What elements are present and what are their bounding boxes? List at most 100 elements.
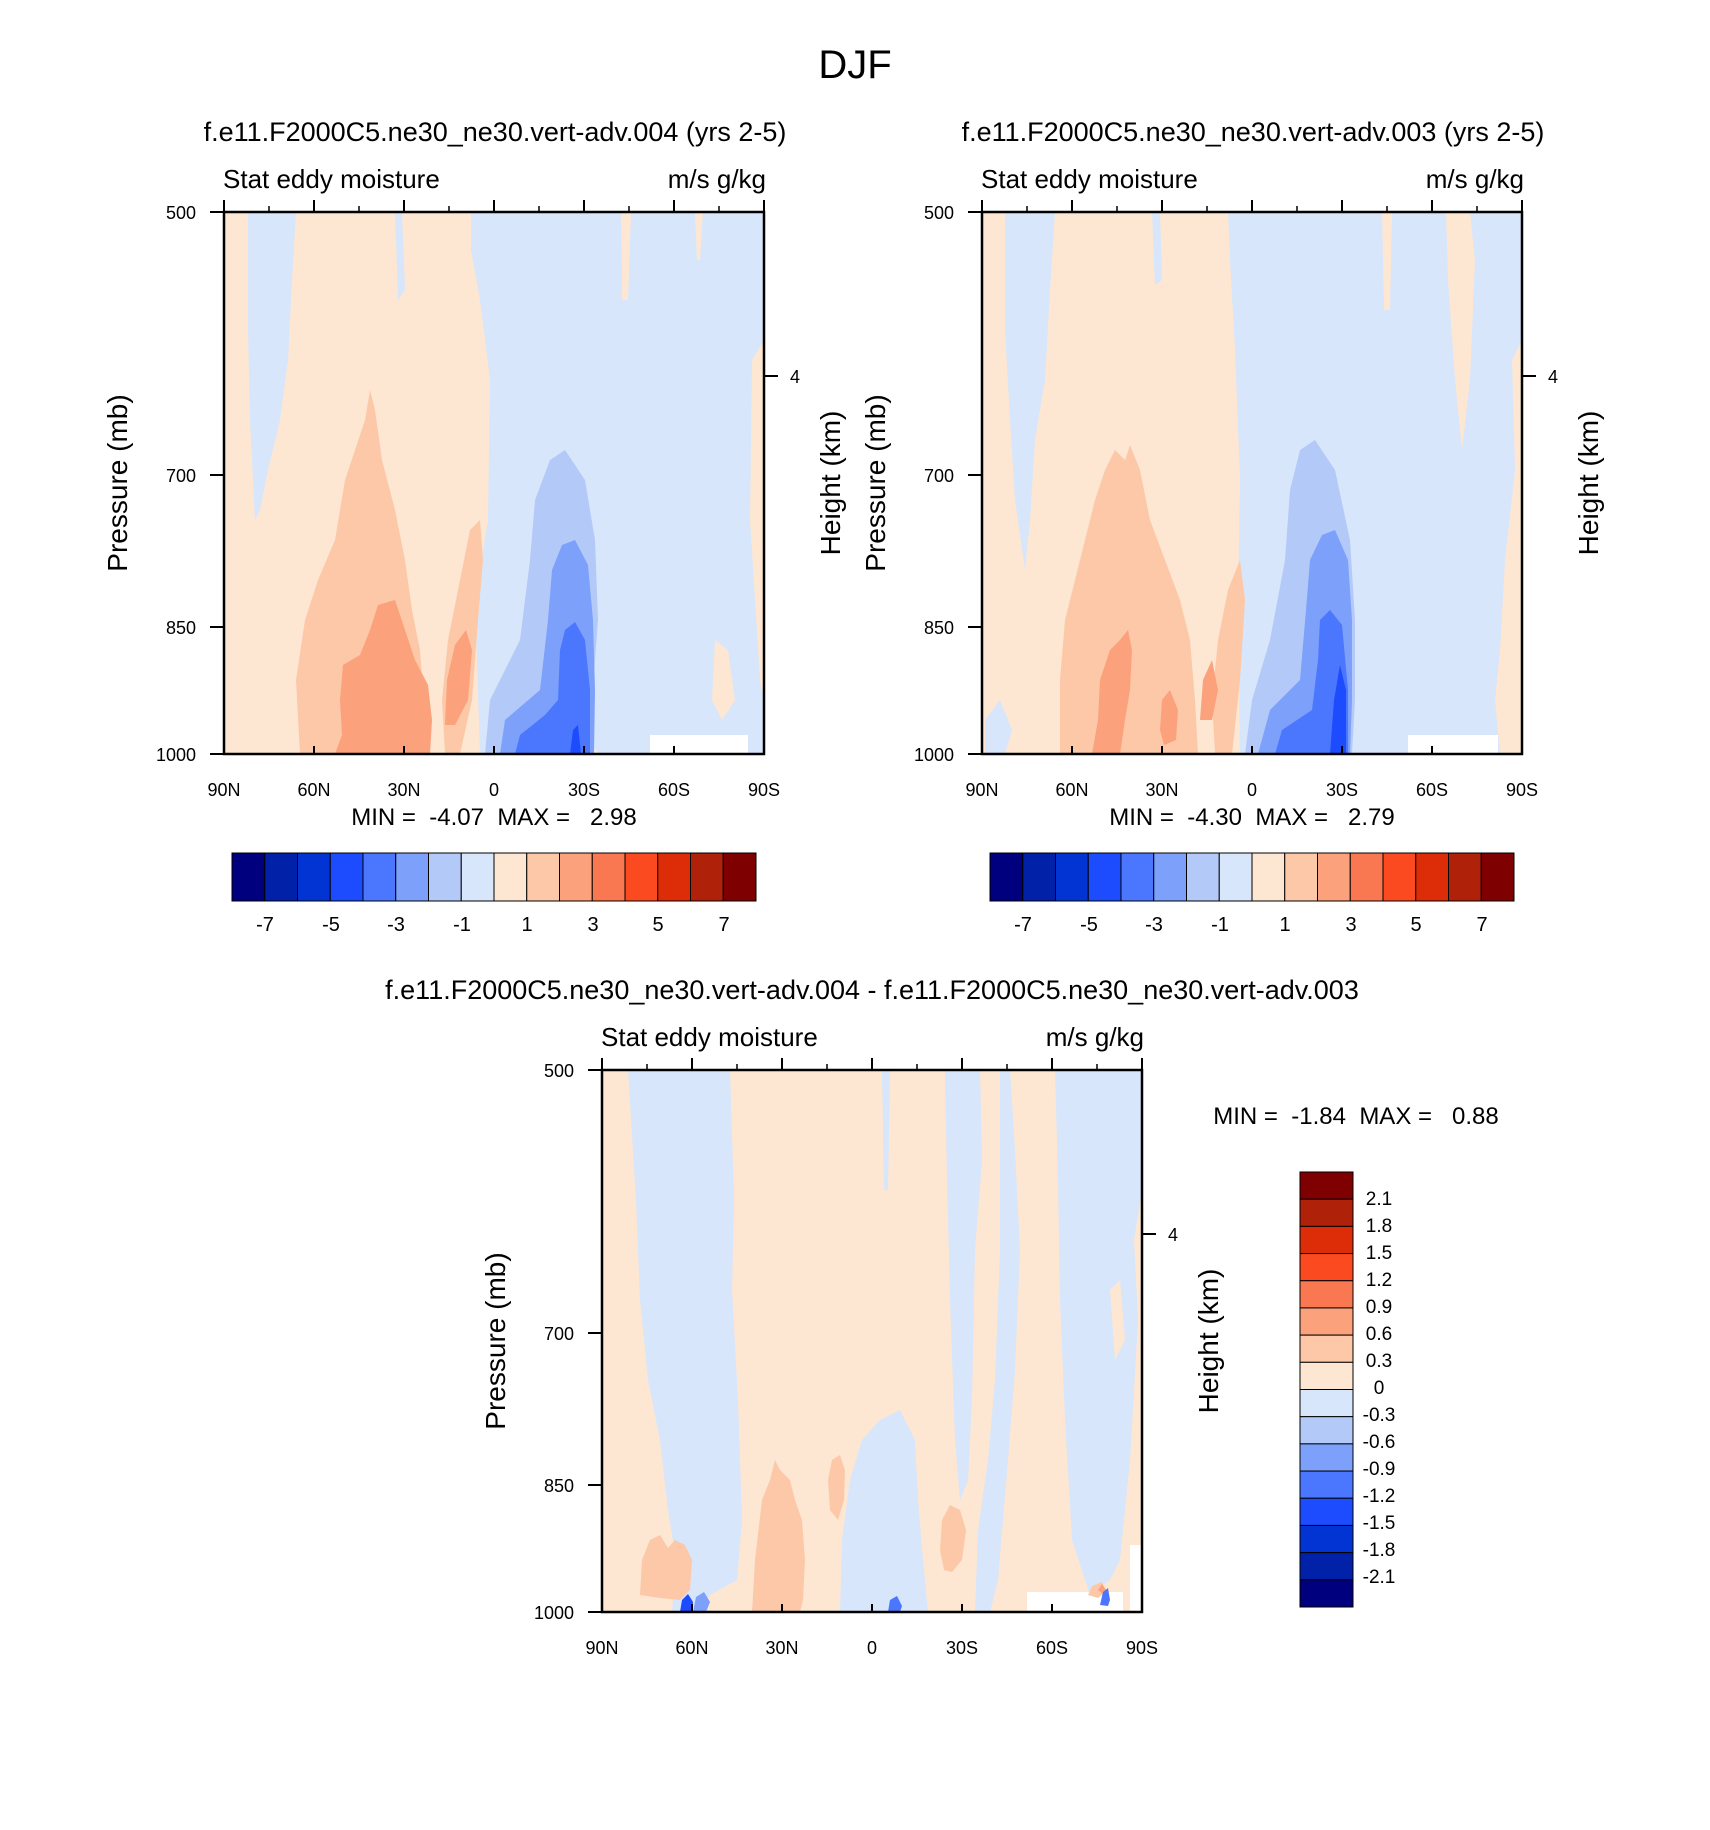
panel-3-ytick-label: 1000 — [534, 1603, 574, 1623]
panel-1-colorbar-swatch — [493, 852, 528, 902]
panel-3-contour-orange-sh-pocket — [1110, 1280, 1125, 1360]
panel-3-xtick-label: 60N — [675, 1638, 708, 1658]
panel-2-ytick-label: 1000 — [914, 745, 954, 765]
panel-3: f.e11.F2000C5.ne30_ne30.vert-adv.004 - f… — [385, 975, 1499, 1658]
colorbar-label: -1 — [453, 914, 471, 936]
colorbar-label: 0.6 — [1366, 1324, 1392, 1345]
panel-3-edge-missing — [1130, 1545, 1142, 1612]
panel-2-colorbar-swatch — [1349, 852, 1384, 902]
panel-3-xtick-label: 30S — [946, 1638, 978, 1658]
panel-2: f.e11.F2000C5.ne30_ne30.vert-adv.003 (yr… — [860, 117, 1604, 936]
panel-3-x-ticks-top — [601, 1058, 1143, 1070]
colorbar-label: -1.8 — [1363, 1540, 1396, 1561]
panel-3-plot-area — [600, 1068, 1144, 1614]
panel-3-colorbar-labels: 2.1 1.8 1.5 1.2 0.9 0.6 0.3 0 -0.3 -0.6 … — [1363, 1189, 1396, 1588]
colorbar-label: 0.3 — [1366, 1351, 1392, 1372]
panel-3-minmax: MIN = -1.84 MAX = 0.88 — [1213, 1103, 1498, 1130]
panel-1-ytick-label: 700 — [166, 466, 196, 486]
panel-3-colorbar-swatch — [1299, 1552, 1354, 1581]
panel-2-ylabel: Pressure (mb) — [860, 394, 891, 571]
panel-1-colorbar-swatch — [526, 852, 560, 902]
panel-2-xtick-label: 30S — [1326, 780, 1358, 800]
panel-2-contour-lvl4-blue — [1275, 610, 1348, 754]
panel-2-contour-orange-strip1 — [1382, 212, 1392, 310]
panel-2-colorbar-swatch — [1153, 852, 1187, 902]
panel-3-colorbar-swatch — [1299, 1416, 1354, 1445]
colorbar-label: 1.2 — [1366, 1270, 1392, 1291]
panel-2-contour-blue-north — [1005, 212, 1055, 570]
panel-1-contour-orange-strip1 — [621, 212, 631, 300]
panel-2-xtick-label: 0 — [1247, 780, 1257, 800]
panel-1-colorbar-swatch — [362, 852, 397, 902]
panel-1-x-ticks-top — [223, 200, 765, 212]
panel-2-colorbar-swatch — [1251, 852, 1286, 902]
panel-3-contour-blue-sh2 — [975, 1070, 1020, 1612]
panel-3-contour-blue-far — [1055, 1070, 1142, 1595]
panel-1-colorbar: -7 -5 -3 -1 1 3 5 7 — [231, 852, 757, 936]
panel-2-x-ticks-top — [981, 200, 1523, 212]
colorbar-label: 1 — [521, 914, 532, 936]
panel-1-ytick-label: 1000 — [156, 745, 196, 765]
panel-2-contour-blue-nw — [985, 700, 1012, 754]
panel-3-contour-lvl2-orange-b — [752, 1460, 805, 1612]
panel-1-contour-blue-strip — [395, 212, 405, 300]
panel-3-x-ticks-bottom — [601, 1604, 1143, 1612]
panel-3-left-label: Stat eddy moisture — [601, 1022, 818, 1052]
panel-1-contour-lvl3-orange — [335, 600, 432, 754]
colorbar-label: -1.2 — [1363, 1486, 1396, 1507]
panel-2-minmax: MIN = -4.30 MAX = 2.79 — [1109, 804, 1394, 831]
panel-2-colorbar-swatch — [1087, 852, 1122, 902]
colorbar-label: 2.1 — [1366, 1189, 1392, 1210]
panel-2-colorbar-swatches — [989, 852, 1515, 902]
panel-1-y-tick-labels: 500 700 850 1000 — [156, 203, 196, 765]
panel-2-contour-lvl3-orange-b — [1160, 690, 1178, 745]
colorbar-label: 7 — [1476, 914, 1487, 936]
panel-2-xtick-label: 30N — [1145, 780, 1178, 800]
panel-1-minmax: MIN = -4.07 MAX = 2.98 — [351, 804, 636, 831]
panel-2-colorbar-swatch — [989, 852, 1024, 902]
panel-3-xtick-label: 90S — [1126, 1638, 1158, 1658]
panel-1-colorbar-swatch — [690, 852, 724, 902]
panel-3-colorbar-swatch — [1299, 1198, 1354, 1227]
panel-3-right-tick-label: 4 — [1168, 1225, 1178, 1245]
colorbar-label: -3 — [1145, 914, 1163, 936]
panel-2-contour-lvl2-orange — [1060, 445, 1198, 754]
panel-3-y-tick-labels: 500 700 850 1000 — [534, 1061, 574, 1623]
panel-2-ytick-label: 500 — [924, 203, 954, 223]
panel-1-right-label: m/s g/kg — [668, 164, 766, 194]
panel-3-colorbar-swatch — [1299, 1443, 1354, 1472]
colorbar-label: 0 — [1374, 1378, 1385, 1399]
panel-3-x-tick-labels: 90N 60N 30N 0 30S 60S 90S — [585, 1638, 1158, 1658]
panel-2-colorbar-swatch — [1284, 852, 1318, 902]
panel-3-xtick-label: 90N — [585, 1638, 618, 1658]
panel-1-contour-lvl4-blue — [515, 622, 590, 754]
panel-2-x-tick-labels: 90N 60N 30N 0 30S 60S 90S — [965, 780, 1538, 800]
panel-3-colorbar-swatch — [1299, 1524, 1354, 1554]
panel-2-colorbar-swatch — [1415, 852, 1449, 902]
panel-2-contour-orange-edge — [1495, 340, 1522, 754]
panel-2-xtick-label: 60S — [1416, 780, 1448, 800]
panel-1-contour-orange-sw — [712, 640, 735, 720]
panel-1-ytick-label: 850 — [166, 618, 196, 638]
panel-1-colorbar-swatch — [591, 852, 626, 902]
panel-3-contour-lvl2-orange-c — [828, 1455, 845, 1520]
panel-3-ylabel: Pressure (mb) — [480, 1252, 511, 1429]
panel-3-contour-mid-blue-a — [693, 1592, 710, 1612]
panel-3-right-label: m/s g/kg — [1046, 1022, 1144, 1052]
panel-3-contour-blue-eq — [840, 1410, 928, 1612]
panel-2-xtick-label: 90S — [1506, 780, 1538, 800]
panel-1-colorbar-swatches — [231, 852, 757, 902]
panel-3-ytick-label: 850 — [544, 1476, 574, 1496]
panel-1-xtick-label: 30N — [387, 780, 420, 800]
panel-3-contour-blue-c — [1100, 1588, 1110, 1606]
panel-2-ytick-label: 850 — [924, 618, 954, 638]
panel-2-colorbar-swatch — [1120, 852, 1155, 902]
panel-1-title: f.e11.F2000C5.ne30_ne30.vert-adv.004 (yr… — [204, 117, 787, 147]
panel-1-colorbar-swatch — [460, 852, 495, 902]
panel-2-contour-lvl5-blue — [1330, 665, 1346, 754]
panel-1-x-ticks-bottom — [223, 746, 765, 754]
colorbar-label: -1.5 — [1363, 1513, 1396, 1534]
panel-3-colorbar-swatches — [1299, 1171, 1354, 1608]
panel-3-title: f.e11.F2000C5.ne30_ne30.vert-adv.004 - f… — [385, 975, 1359, 1005]
